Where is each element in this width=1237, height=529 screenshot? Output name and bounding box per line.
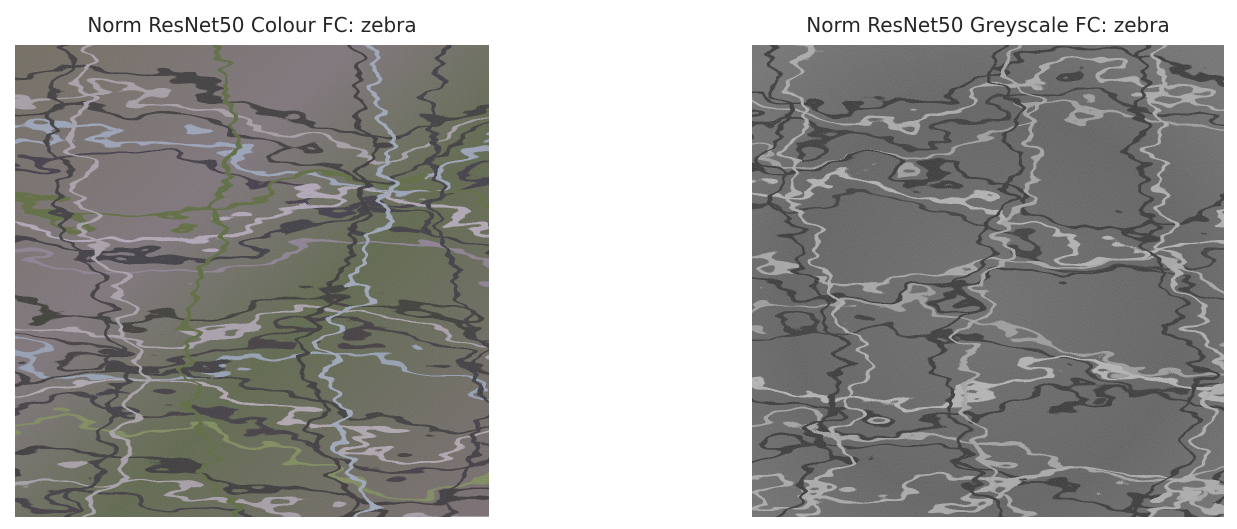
colour-zebra-texture xyxy=(15,45,489,517)
greyscale-panel-title: Norm ResNet50 Greyscale FC: zebra xyxy=(806,13,1170,37)
colour-feature-visualization-image xyxy=(15,45,489,517)
colour-panel-title: Norm ResNet50 Colour FC: zebra xyxy=(87,13,417,37)
greyscale-feature-visualization-image xyxy=(752,45,1224,517)
greyscale-zebra-texture xyxy=(752,45,1224,517)
